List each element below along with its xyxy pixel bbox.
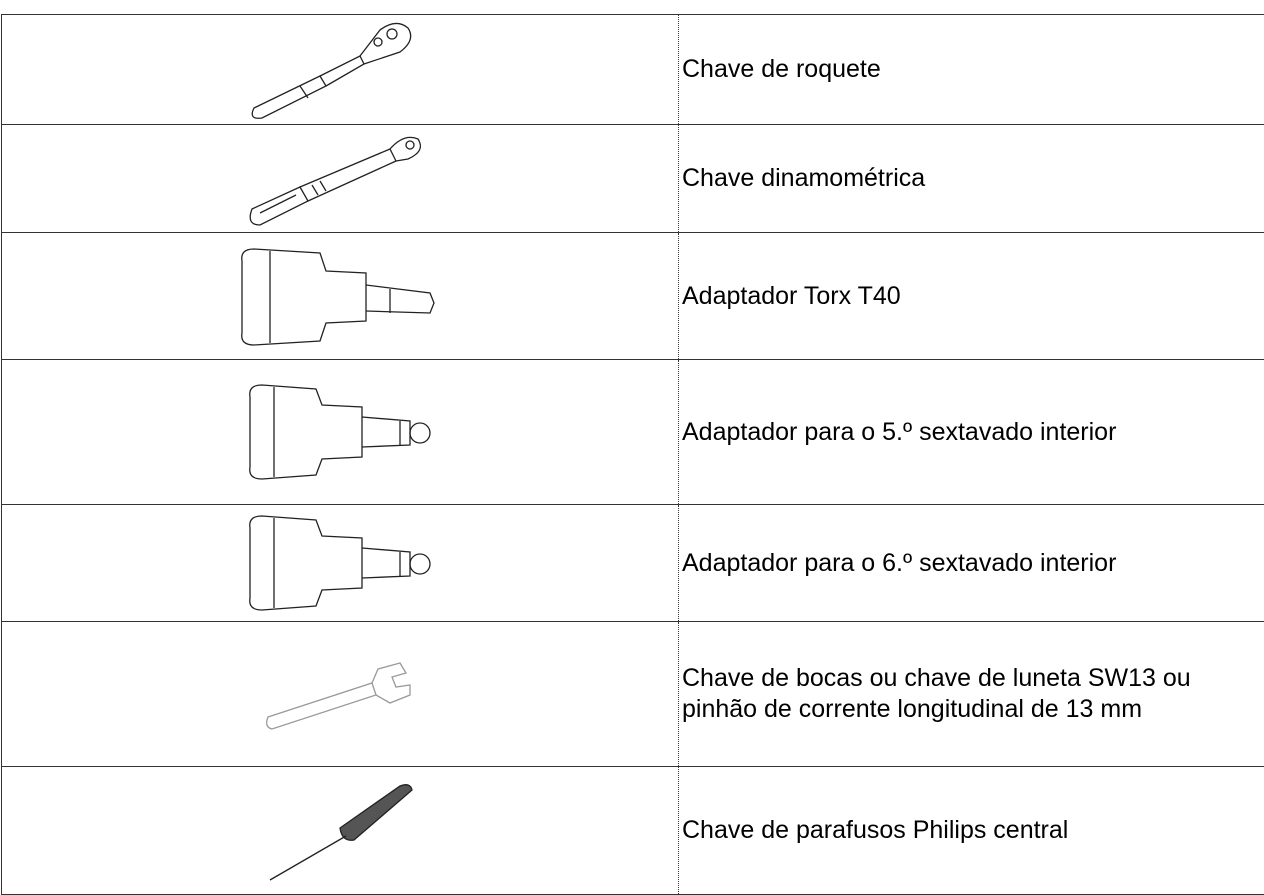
tool-name: Chave de parafusos Philips central <box>678 766 1264 895</box>
tool-image <box>1 14 679 125</box>
tool-name: Chave de bocas ou chave de luneta SW13 o… <box>678 621 1264 767</box>
open-wrench-icon <box>266 662 411 730</box>
tool-name: Adaptador para o 5.º sextavado interior <box>678 359 1264 505</box>
tool-image <box>1 232 679 360</box>
table-row: Chave de bocas ou chave de luneta SW13 o… <box>1 621 1264 767</box>
tool-image <box>1 766 679 895</box>
table-row: Adaptador para o 5.º sextavado interior <box>1 359 1264 505</box>
torque-wrench-icon <box>249 136 422 226</box>
tool-name: Adaptador Torx T40 <box>678 232 1264 360</box>
tool-image <box>1 359 679 505</box>
tool-name: Adaptador para o 6.º sextavado interior <box>678 504 1264 622</box>
table-row: Chave de parafusos Philips central <box>1 766 1264 895</box>
tool-name: Chave dinamométrica <box>678 124 1264 233</box>
table-row: Chave dinamométrica <box>1 124 1264 233</box>
tools-table: Chave de roquete Chave dinamométrica Ada… <box>1 14 1264 895</box>
table-row: Adaptador Torx T40 <box>1 232 1264 360</box>
table-row: Chave de roquete <box>1 14 1264 125</box>
hex-adapter-icon <box>249 515 431 611</box>
ratchet-icon <box>251 22 412 119</box>
hex-adapter-icon <box>249 384 431 480</box>
screwdriver-icon <box>269 783 413 881</box>
torx-adapter-icon <box>241 248 435 346</box>
tool-image <box>1 621 679 767</box>
tool-name: Chave de roquete <box>678 14 1264 125</box>
tool-image <box>1 124 679 233</box>
table-row: Adaptador para o 6.º sextavado interior <box>1 504 1264 622</box>
tool-image <box>1 504 679 622</box>
